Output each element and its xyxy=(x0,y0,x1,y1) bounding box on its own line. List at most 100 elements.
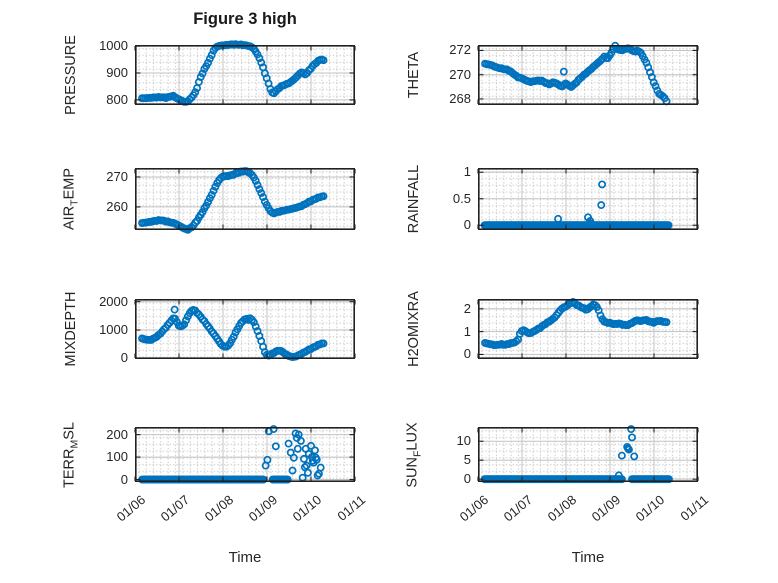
y-tick-label: 900 xyxy=(106,64,128,80)
y-tick-label: 200 xyxy=(106,426,128,442)
plot-area xyxy=(477,297,699,360)
axis-ticks xyxy=(134,169,356,229)
y-axis-label: TERRMSL xyxy=(62,422,81,488)
y-tick-label: 0 xyxy=(463,471,471,487)
y-tick-label: 5 xyxy=(463,452,471,468)
y-tick-label: 272 xyxy=(449,42,471,58)
data-markers xyxy=(481,41,671,106)
y-tick-label: 10 xyxy=(456,433,471,449)
y-tick-label: 2000 xyxy=(99,293,128,309)
y-axis-label: PRESSURE xyxy=(63,35,79,115)
y-tick-label: 1 xyxy=(463,164,471,180)
y-axis-label-text: TERR xyxy=(61,447,78,488)
plot-area xyxy=(477,425,699,484)
x-tick-label: 01/11 xyxy=(677,492,712,524)
axis-border xyxy=(134,168,356,231)
y-axis-label-text: EMP xyxy=(61,168,78,200)
data-markers xyxy=(138,425,325,484)
y-axis-label: MIXDEPTH xyxy=(63,292,79,367)
plot-area xyxy=(134,425,356,484)
x-tick-label: 01/09 xyxy=(589,492,624,525)
x-tick-label: 01/06 xyxy=(457,492,492,525)
y-axis-label-subscript: F xyxy=(412,450,424,457)
plot-area xyxy=(477,41,699,106)
y-tick-label: 1000 xyxy=(99,38,128,54)
axis-border xyxy=(134,427,356,483)
data-markers xyxy=(138,167,328,234)
y-axis-label-text: SL xyxy=(61,421,78,440)
y-tick-label: 0 xyxy=(463,217,471,233)
y-tick-label: 0 xyxy=(120,471,128,487)
plot-area xyxy=(134,40,356,106)
y-axis-label: SUNFLUX xyxy=(405,422,424,487)
y-axis-label: THETA xyxy=(406,52,422,98)
data-markers xyxy=(138,305,328,362)
x-tick-label: 01/11 xyxy=(334,492,369,524)
y-tick-label: 270 xyxy=(106,168,128,184)
grid xyxy=(136,428,354,481)
y-tick-label: 270 xyxy=(449,66,471,82)
axis-ticks xyxy=(477,169,699,229)
axis-border xyxy=(477,45,699,106)
y-axis-label-subscript: M xyxy=(69,439,81,448)
y-tick-label: 0 xyxy=(120,350,128,366)
x-tick-label: 01/09 xyxy=(246,492,281,525)
y-tick-label: 800 xyxy=(106,91,128,107)
grid xyxy=(136,300,354,358)
axis-border xyxy=(477,168,699,231)
axis-ticks xyxy=(134,428,356,481)
y-tick-label: 268 xyxy=(449,90,471,106)
axis-ticks xyxy=(134,45,356,104)
x-tick-label: 01/08 xyxy=(545,492,580,525)
y-tick-label: 1000 xyxy=(99,321,128,337)
grid xyxy=(479,428,697,481)
x-tick-label: 01/10 xyxy=(633,492,668,525)
x-axis-title: Time xyxy=(228,549,262,566)
y-axis-label-text: H2OMIXRA xyxy=(406,291,422,367)
grid xyxy=(136,169,354,229)
y-axis-label: AIRTEMP xyxy=(62,168,81,230)
axis-border xyxy=(134,45,356,106)
y-axis-label-text: AIR xyxy=(61,205,78,230)
axis-border xyxy=(477,299,699,360)
y-axis-label-text: RAINFALL xyxy=(406,164,422,234)
data-markers xyxy=(480,425,673,484)
y-axis-label-text: PRESSURE xyxy=(63,35,79,115)
x-tick-label: 01/10 xyxy=(290,492,325,525)
plot-area xyxy=(134,167,356,234)
data-markers xyxy=(481,297,671,350)
y-tick-label: 0.5 xyxy=(452,190,471,206)
x-axis-title: Time xyxy=(571,549,605,566)
plot-area xyxy=(477,168,699,231)
data-markers xyxy=(480,180,673,230)
axis-border xyxy=(134,299,356,360)
axis-ticks xyxy=(477,428,699,481)
data-markers xyxy=(138,40,328,106)
y-tick-label: 2 xyxy=(463,300,471,316)
y-tick-label: 260 xyxy=(106,198,128,214)
y-axis-label-text: THETA xyxy=(406,51,422,99)
y-axis-label-subscript: T xyxy=(69,199,81,206)
axis-ticks xyxy=(477,300,699,358)
y-axis-label: RAINFALL xyxy=(406,165,422,234)
grid xyxy=(136,46,354,104)
y-axis-label: H2OMIXRA xyxy=(406,291,422,367)
x-tick-label: 01/08 xyxy=(202,492,237,525)
y-axis-label-text: MIXDEPTH xyxy=(63,291,79,367)
y-tick-label: 100 xyxy=(106,449,128,465)
axis-border xyxy=(477,427,699,483)
y-axis-label-text: SUN xyxy=(404,456,421,488)
axis-ticks xyxy=(134,300,356,359)
axis-ticks xyxy=(477,46,699,104)
figure-title: Figure 3 high xyxy=(193,10,297,28)
y-tick-label: 0 xyxy=(463,346,471,362)
y-tick-label: 1 xyxy=(463,323,471,339)
